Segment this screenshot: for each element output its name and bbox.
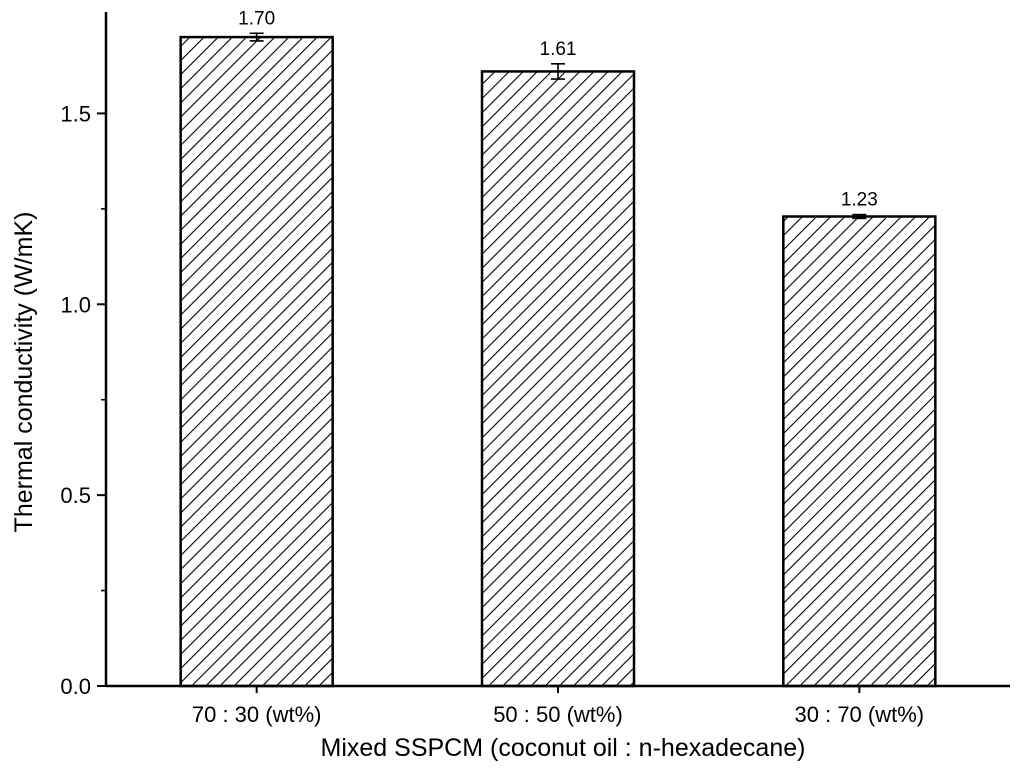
value-label-2: 1.61 xyxy=(540,39,577,60)
x-axis-title: Mixed SSPCM (coconut oil : n-hexadecane) xyxy=(321,734,806,762)
bar-1 xyxy=(179,35,334,688)
bar-2 xyxy=(480,70,636,688)
error-bars-group xyxy=(249,32,867,220)
y-tick-label-3: 1.0 xyxy=(60,292,91,317)
value-label-3: 1.23 xyxy=(841,190,878,211)
ticks-group: 70 : 30 (wt%) 50 : 50 (wt%) 30 : 70 (wt%) 0… xyxy=(60,101,924,727)
x-tick-label-2: 50 : 50 (wt%) xyxy=(493,702,623,727)
y-tick-label-2: 0.5 xyxy=(60,483,91,508)
y-tick-label-4: 1.5 xyxy=(60,101,91,126)
error-bar-3 xyxy=(852,213,867,220)
bar-hatch xyxy=(480,70,636,688)
error-bar-2 xyxy=(551,63,565,80)
value-label-1: 1.70 xyxy=(238,8,275,29)
y-axis-title: Thermal conductivity (W/mK) xyxy=(10,212,38,533)
bar-hatch xyxy=(782,215,937,688)
x-tick-label-1: 70 : 30 (wt%) xyxy=(192,702,322,727)
x-tick-label-3: 30 : 70 (wt%) xyxy=(795,702,925,727)
y-tick-label-1: 0.0 xyxy=(60,674,91,699)
error-bar-1 xyxy=(249,32,264,42)
bar-hatch xyxy=(179,35,334,688)
value-labels-group: 1.70 1.61 1.23 xyxy=(238,8,878,210)
bars-group xyxy=(179,35,937,688)
bar-3 xyxy=(782,215,937,688)
